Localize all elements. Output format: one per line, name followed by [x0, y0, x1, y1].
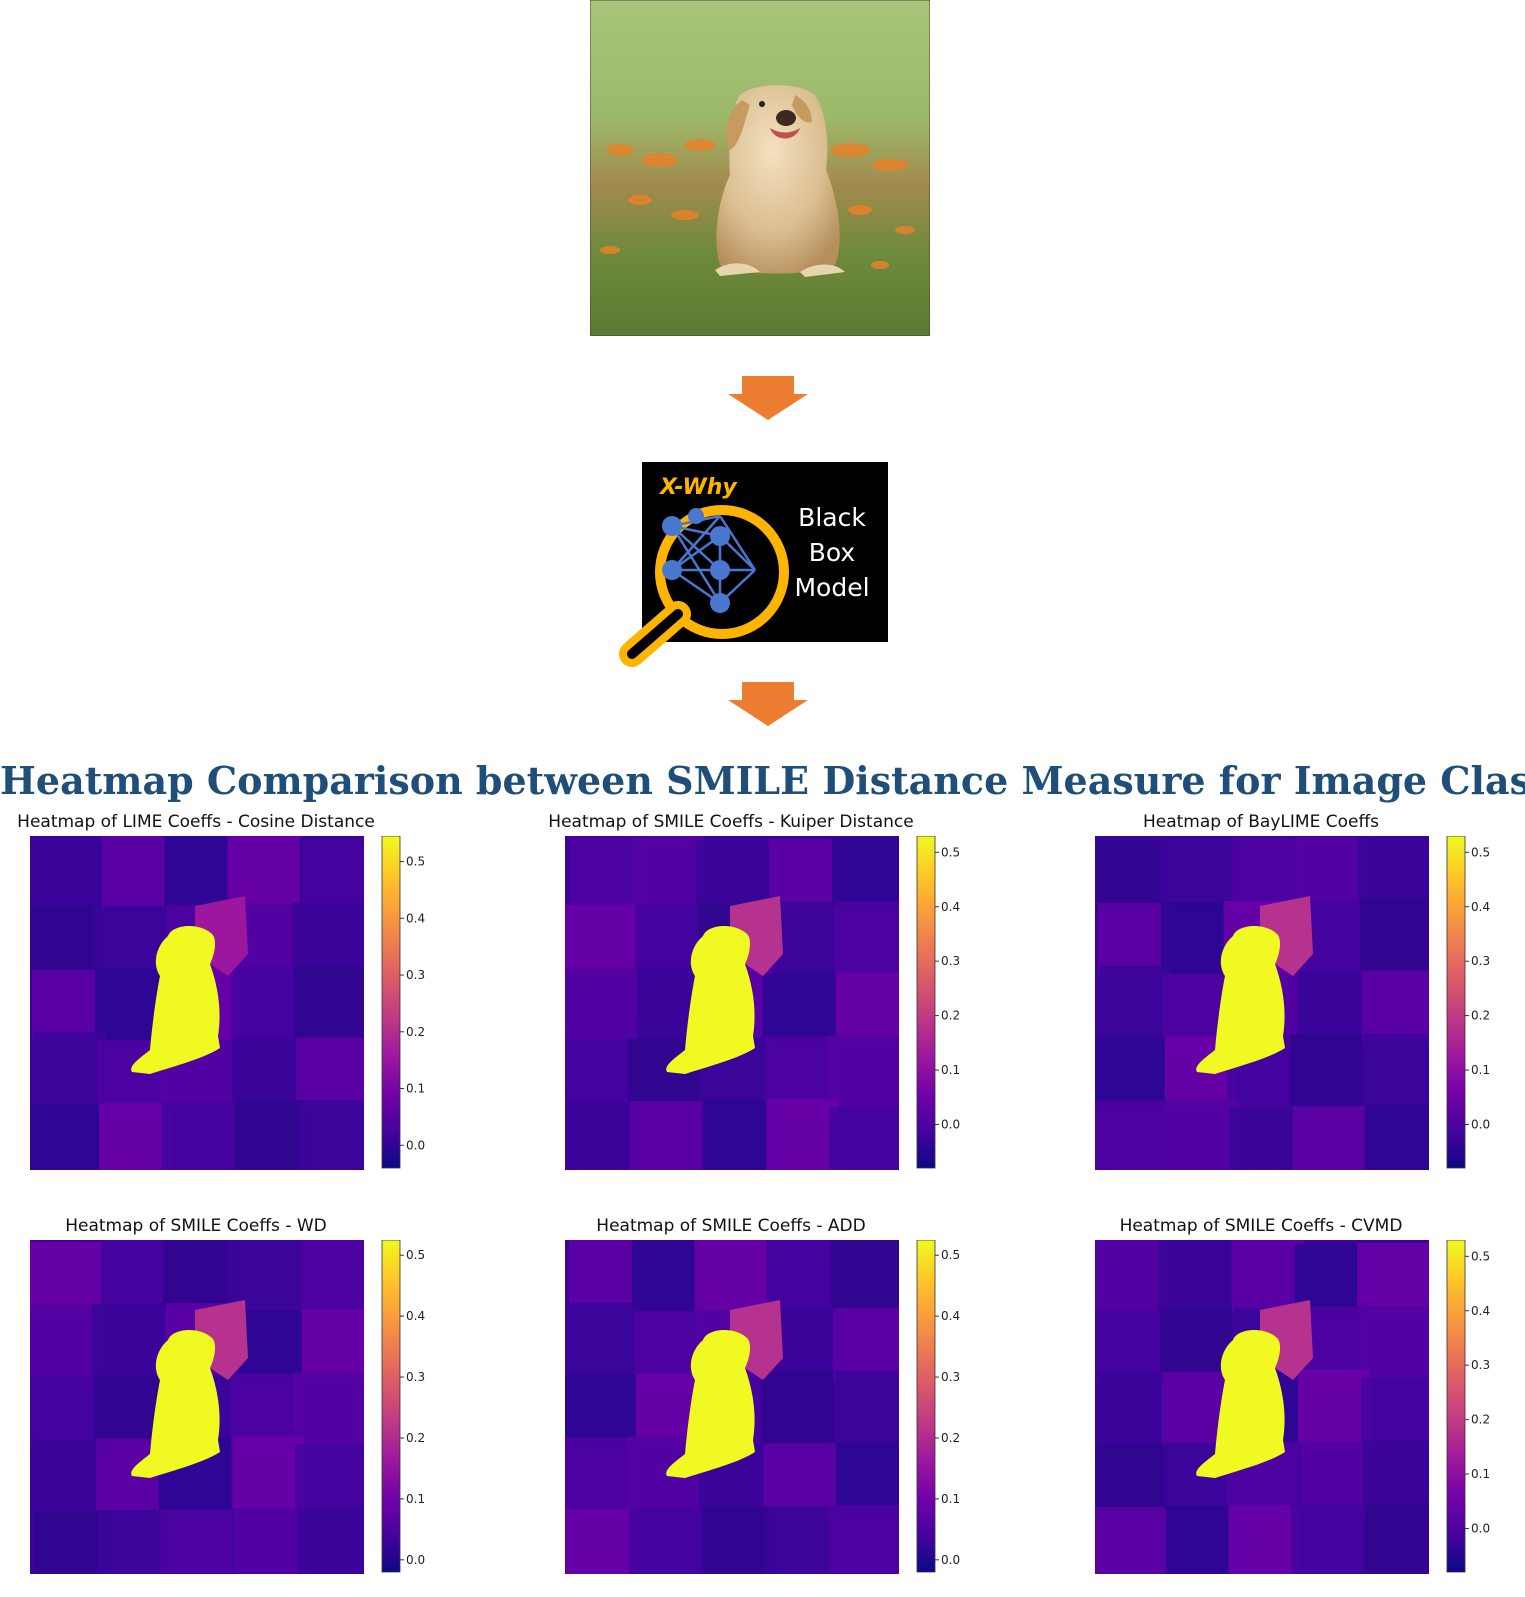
- colorbar-tick-label: 0.1: [406, 1082, 425, 1096]
- heatmap-panel-3: 0.5 0.4 0.3 0.2 0.1 0.0: [1095, 836, 1490, 1170]
- colorbar-5: [916, 1240, 936, 1573]
- colorbar-tick-label: 0.2: [1471, 1413, 1490, 1427]
- colorbar-tick-label: 0.3: [941, 1370, 960, 1384]
- heatmap-title-1: Heatmap of LIME Coeffs - Cosine Distance: [17, 812, 375, 832]
- colorbar-tick-label: 0.4: [941, 900, 960, 914]
- colorbar-tick-label: 0.5: [941, 845, 960, 859]
- colorbar-tick-label: 0.0: [941, 1553, 960, 1567]
- main-title: Heatmap Comparison between SMILE Distanc…: [0, 758, 1525, 803]
- colorbar-6: [1446, 1240, 1466, 1573]
- puppy-photo: [589, 0, 931, 337]
- colorbar-tick-label: 0.0: [406, 1138, 425, 1152]
- heatmap-image-4: [30, 1240, 364, 1574]
- heatmap-panel-2: 0.5 0.4 0.3 0.2 0.1 0.0: [565, 836, 960, 1170]
- colorbar-tick-label: 0.3: [406, 968, 425, 982]
- heatmap-image-6: [1095, 1240, 1429, 1574]
- heatmap-title-4: Heatmap of SMILE Coeffs - WD: [65, 1216, 327, 1236]
- heatmap-image-2: [565, 836, 899, 1170]
- colorbar-tick-label: 0.2: [406, 1431, 425, 1445]
- heatmap-panel-1: 0.5 0.4 0.3 0.2 0.1 0.0: [30, 836, 425, 1170]
- heatmap-panel-5: 0.5 0.4 0.3 0.2 0.1 0.0: [565, 1240, 960, 1574]
- down-arrow-1: [728, 376, 808, 420]
- colorbar-tick-label: 0.1: [406, 1492, 425, 1506]
- colorbar-tick-label: 0.3: [1471, 954, 1490, 968]
- colorbar-tick-label: 0.5: [406, 1248, 425, 1262]
- colorbar-tick-label: 0.4: [941, 1309, 960, 1323]
- heatmap-title-5: Heatmap of SMILE Coeffs - ADD: [596, 1216, 866, 1236]
- heatmap-title-3: Heatmap of BayLIME Coeffs: [1142, 812, 1380, 832]
- colorbar-tick-label: 0.5: [1471, 845, 1490, 859]
- colorbar-tick-label: 0.4: [406, 911, 425, 925]
- colorbar-tick-label: 0.3: [1471, 1358, 1490, 1372]
- down-arrow-2: [728, 682, 808, 726]
- box-label-line-2: Box: [809, 538, 855, 567]
- arrow-shape: [728, 682, 808, 726]
- colorbar-tick-label: 0.4: [1471, 1304, 1490, 1318]
- colorbar-tick-label: 0.0: [406, 1553, 425, 1567]
- arrow-shape: [728, 376, 808, 420]
- colorbar-2: [916, 836, 936, 1169]
- colorbar-tick-label: 0.3: [941, 954, 960, 968]
- colorbar-tick-label: 0.0: [1471, 1521, 1490, 1535]
- colorbar-tick-label: 0.4: [406, 1309, 425, 1323]
- black-box-graphic: X-Why Black Box Model: [619, 462, 888, 667]
- input-photo: [589, 0, 931, 337]
- colorbar-tick-label: 0.4: [1471, 900, 1490, 914]
- box-label-line-3: Model: [794, 573, 869, 602]
- network-nodes: [662, 508, 730, 613]
- colorbar-tick-label: 0.1: [941, 1063, 960, 1077]
- colorbar-4: [381, 1240, 401, 1573]
- colorbar-1: [381, 836, 401, 1169]
- colorbar-tick-label: 0.3: [406, 1370, 425, 1384]
- magnifier-icon: [619, 505, 789, 667]
- logo-text: X-Why: [658, 475, 738, 500]
- colorbar-tick-label: 0.5: [406, 855, 425, 869]
- colorbar-tick-label: 0.0: [1471, 1117, 1490, 1131]
- heatmap-image-1: [30, 836, 364, 1170]
- colorbar-tick-label: 0.5: [941, 1248, 960, 1262]
- heatmap-title-6: Heatmap of SMILE Coeffs - CVMD: [1119, 1216, 1403, 1236]
- heatmap-title-2: Heatmap of SMILE Coeffs - Kuiper Distanc…: [548, 812, 914, 832]
- heatmap-panel-4: 0.5 0.4 0.3 0.2 0.1 0.0: [30, 1240, 425, 1574]
- colorbar-tick-label: 0.2: [1471, 1009, 1490, 1023]
- colorbar-tick-label: 0.2: [941, 1431, 960, 1445]
- colorbar-3: [1446, 836, 1466, 1169]
- heatmap-image-5: [565, 1240, 899, 1574]
- colorbar-tick-label: 0.0: [941, 1117, 960, 1131]
- colorbar-tick-label: 0.1: [1471, 1063, 1490, 1077]
- black-box-model: X-Why Black Box Model: [590, 458, 890, 670]
- colorbar-tick-label: 0.1: [941, 1492, 960, 1506]
- heatmap-image-3: [1095, 836, 1429, 1170]
- colorbar-tick-label: 0.5: [1471, 1249, 1490, 1263]
- colorbar-tick-label: 0.2: [406, 1025, 425, 1039]
- heatmap-panel-6: 0.5 0.4 0.3 0.2 0.1 0.0: [1095, 1240, 1490, 1574]
- colorbar-tick-label: 0.2: [941, 1009, 960, 1023]
- colorbar-tick-label: 0.1: [1471, 1467, 1490, 1481]
- box-label-line-1: Black: [798, 503, 866, 532]
